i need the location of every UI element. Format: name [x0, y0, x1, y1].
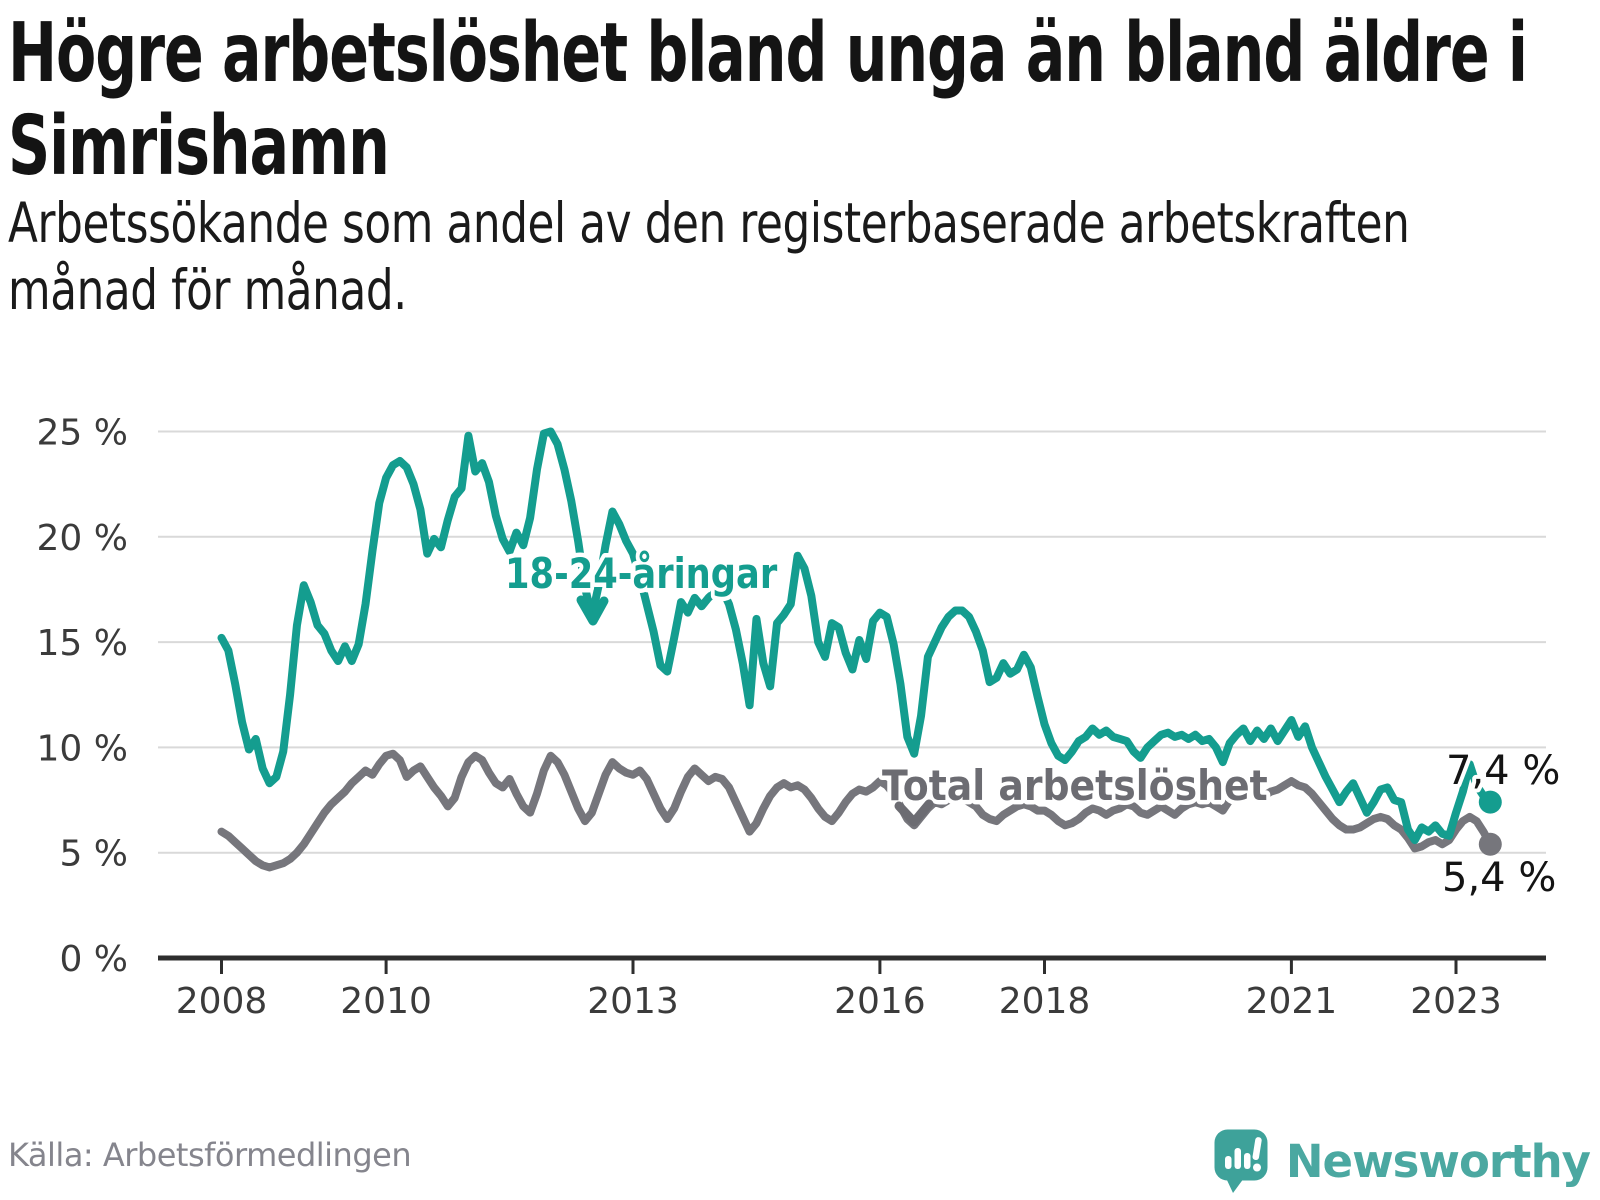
page-title: Högre arbetslöshet bland unga än bland ä…: [8, 6, 1528, 194]
total-unemployment-line: [217, 749, 1495, 872]
x-tick-label: 2021: [1246, 981, 1338, 1022]
page-subtitle: Arbetssökande som andel av den registerb…: [8, 191, 1410, 323]
total-end-dot: [1478, 832, 1502, 856]
speech-bubble-bar-chart-icon: [1214, 1129, 1268, 1193]
x-tick-label: 2013: [587, 981, 679, 1022]
youth-label-arrow-icon: [576, 595, 609, 626]
youth-unemployment-line: [217, 427, 1495, 845]
y-tick-label: 15 %: [37, 623, 128, 664]
x-tick-label: 2008: [176, 981, 268, 1022]
total-series-label: Total arbetslöshet: [882, 762, 1268, 810]
newsworthy-branding: Newsworthy: [1213, 1128, 1591, 1194]
x-axis-labels: 2008 2010 2013 2016 2018 2021 2023: [176, 981, 1502, 1022]
youth-series-label: 18-24-åringar: [505, 550, 777, 599]
x-axis-ticks: [220, 958, 1458, 974]
x-tick-label: 2023: [1410, 981, 1502, 1022]
source-note: Källa: Arbetsförmedlingen: [8, 1136, 412, 1174]
youth-end-value-label: 7,4 %: [1446, 748, 1560, 794]
y-tick-label: 10 %: [37, 728, 128, 769]
y-tick-label: 0 %: [59, 939, 128, 980]
x-tick-label: 2018: [999, 981, 1091, 1022]
y-tick-label: 25 %: [37, 413, 128, 454]
newsworthy-wordmark: Newsworthy: [1285, 1134, 1591, 1188]
y-tick-label: 20 %: [37, 518, 128, 559]
youth-end-dot: [1478, 790, 1502, 814]
y-axis-labels: 0 % 5 % 10 % 15 % 20 % 25 %: [37, 413, 128, 981]
total-label-arrow-icon: [894, 799, 934, 827]
y-tick-label: 5 %: [59, 834, 128, 875]
total-end-value-label: 5,4 %: [1442, 855, 1556, 901]
x-tick-label: 2016: [834, 981, 926, 1022]
x-tick-label: 2010: [340, 981, 432, 1022]
